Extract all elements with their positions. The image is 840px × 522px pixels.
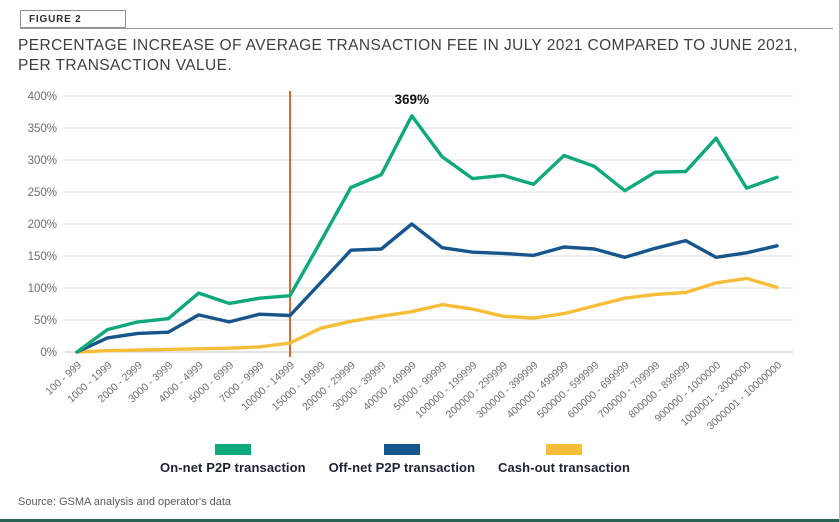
- footer-bar: [0, 519, 839, 522]
- y-tick-label: 50%: [34, 315, 57, 327]
- legend-item-label: Off-net P2P transaction: [328, 460, 476, 475]
- y-tick-label: 200%: [28, 219, 57, 231]
- y-tick-label: 100%: [28, 283, 57, 295]
- y-tick-label: 400%: [28, 91, 57, 103]
- series-line-on-net-p2p-transaction: [75, 114, 779, 354]
- y-tick-label: 150%: [28, 251, 57, 263]
- legend-item: Cash-out transaction: [498, 444, 630, 475]
- page-title-line1: PERCENTAGE INCREASE OF AVERAGE TRANSACTI…: [18, 37, 798, 54]
- legend-item: Off-net P2P transaction: [329, 444, 476, 475]
- x-tick-label: 10000 - 14999: [240, 360, 297, 413]
- x-tick-label: 50000 - 99999: [392, 360, 449, 413]
- series-line-cash-out-transaction: [75, 276, 779, 354]
- x-tick-label: 40000 - 49999: [362, 360, 419, 413]
- legend-item: On-net P2P transaction: [160, 444, 306, 475]
- series-line-off-net-p2p-transaction: [75, 222, 779, 354]
- y-tick-label: 0%: [40, 347, 57, 359]
- x-tick-label: 20000 - 29999: [301, 360, 358, 413]
- figure-label: FIGURE 2: [29, 13, 82, 25]
- page-title: PERCENTAGE INCREASE OF AVERAGE TRANSACTI…: [18, 36, 828, 76]
- figure-label-box: FIGURE 2: [20, 10, 126, 28]
- peak-annotation: 369%: [395, 92, 430, 107]
- legend-swatch-off-net: [383, 444, 420, 455]
- legend-item-label: Cash-out transaction: [497, 460, 630, 475]
- source-text: Source: GSMA analysis and operator's dat…: [18, 496, 232, 508]
- legend-swatch-on-net: [214, 444, 251, 455]
- x-tick-label: 30000 - 39999: [331, 360, 388, 413]
- y-tick-label: 300%: [28, 155, 57, 167]
- y-tick-label: 250%: [28, 187, 57, 199]
- legend-swatch-cash-out: [545, 444, 582, 455]
- legend-item-label: On-net P2P transaction: [160, 460, 306, 475]
- y-tick-label: 350%: [28, 123, 57, 135]
- figure-header-rule: [20, 28, 833, 29]
- page-title-line2: PER TRANSACTION VALUE.: [18, 57, 233, 74]
- x-tick-label: 15000 - 19999: [270, 360, 327, 413]
- chart-legend: On-net P2P transaction Off-net P2P trans…: [160, 444, 630, 475]
